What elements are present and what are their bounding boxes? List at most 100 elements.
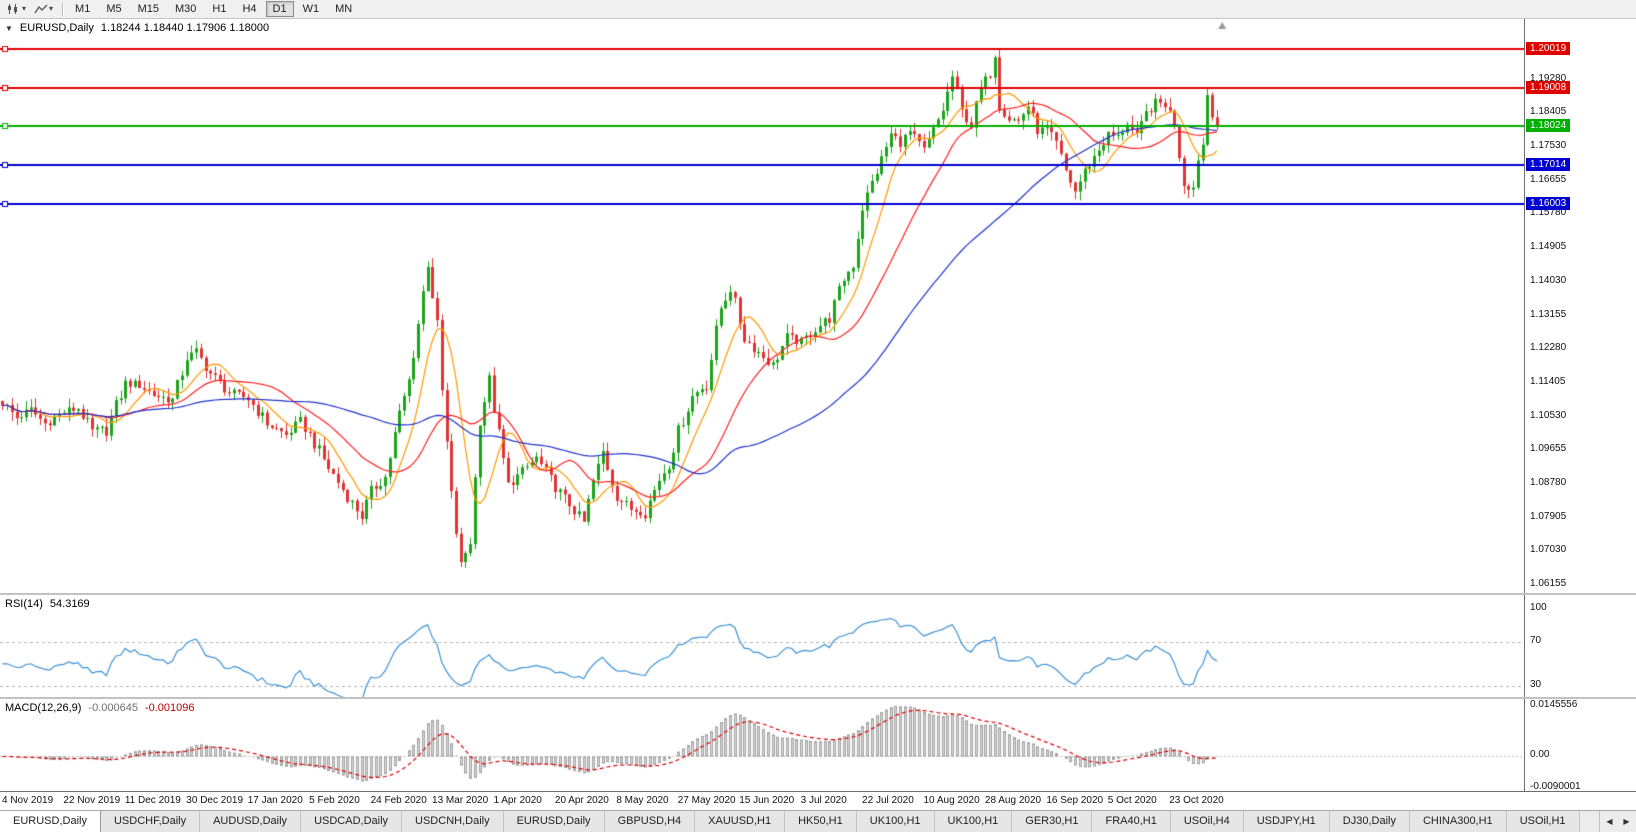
chart-tab[interactable]: GER30,H1 xyxy=(1012,811,1093,832)
price-chart-canvas[interactable] xyxy=(0,19,1524,593)
macd-tick-label: 0.00 xyxy=(1530,749,1550,761)
time-axis-label: 20 Apr 2020 xyxy=(554,795,609,806)
price-tick-label: 1.11405 xyxy=(1530,375,1566,387)
chart-tab[interactable]: USOil,H4 xyxy=(1170,811,1244,832)
price-tick-label: 1.16655 xyxy=(1530,173,1567,185)
macd-tick-label: -0.0090001 xyxy=(1530,781,1581,791)
chart-ohlc-values: 1.18244 1.18440 1.17906 1.18000 xyxy=(100,22,270,34)
timeframe-button-m5[interactable]: M5 xyxy=(99,1,128,17)
time-axis-label: 10 Aug 2020 xyxy=(923,795,980,806)
chart-tab[interactable]: CHINA300,H1 xyxy=(1409,811,1507,832)
price-line-label: 1.18024 xyxy=(1526,118,1571,132)
rsi-tick-label: 100 xyxy=(1530,602,1547,614)
timeframe-buttons-group: M1 M5 M15 M30 H1 H4 D1 W1 MN xyxy=(68,1,359,17)
chart-tab[interactable]: USDCHF,Daily xyxy=(100,811,201,832)
chart-tab-bar: EURUSD,Daily USDCHF,Daily AUDUSD,Daily USDC… xyxy=(0,810,1636,832)
chart-tab[interactable]: HK50,H1 xyxy=(785,811,857,832)
time-axis-label: 8 May 2020 xyxy=(616,795,669,806)
time-axis-label: 11 Dec 2019 xyxy=(124,795,181,806)
time-axis-label: 1 Apr 2020 xyxy=(493,795,542,806)
time-axis-label: 22 Jul 2020 xyxy=(862,795,914,806)
price-tick-label: 1.13155 xyxy=(1530,308,1567,320)
chart-tab[interactable]: USDJPY,H1 xyxy=(1243,811,1330,832)
price-tick-label: 1.06155 xyxy=(1530,578,1567,590)
timeframe-button-d1[interactable]: D1 xyxy=(265,1,294,17)
rsi-value-label: 54.3169 xyxy=(49,598,90,610)
macd-header: MACD(12,26,9) -0.000645 -0.001096 xyxy=(5,702,195,714)
chart-tab[interactable]: EURUSD,Daily xyxy=(503,811,605,832)
time-axis-label: 27 May 2020 xyxy=(677,795,736,806)
chart-template-dropdown-button[interactable]: ▾ xyxy=(30,1,57,17)
chart-tab[interactable]: UK100,H1 xyxy=(856,811,935,832)
macd-indicator-panel: MACD(12,26,9) -0.000645 -0.001096 0.0145… xyxy=(0,697,1636,791)
chart-tab[interactable]: GBPUSD,H4 xyxy=(604,811,696,832)
price-tick-label: 1.10530 xyxy=(1530,409,1567,421)
time-axis-label: 28 Aug 2020 xyxy=(984,795,1042,806)
macd-scale[interactable]: 0.0145556 0.00 -0.0090001 xyxy=(1524,699,1636,791)
macd-canvas[interactable] xyxy=(0,701,1524,791)
chart-tab[interactable]: FRA40,H1 xyxy=(1092,811,1171,832)
price-tick-label: 1.12280 xyxy=(1530,342,1567,354)
chevron-down-icon: ▾ xyxy=(49,4,54,13)
toolbar-separator xyxy=(62,2,64,16)
time-axis-label: 17 Jan 2020 xyxy=(247,795,303,806)
price-line-label: 1.17014 xyxy=(1526,157,1571,171)
time-axis-label: 13 Mar 2020 xyxy=(432,795,489,806)
macd-signal-value-label: -0.001096 xyxy=(144,702,195,714)
time-axis-label: 5 Oct 2020 xyxy=(1107,795,1157,806)
chart-tab[interactable]: AUDUSD,Daily xyxy=(200,811,302,832)
timeframe-button-h1[interactable]: H1 xyxy=(205,1,233,17)
chart-tab[interactable]: DJ30,Daily xyxy=(1329,811,1410,832)
timeframe-toolbar: ▾ ▾ M1 M5 M15 M30 H1 H4 D1 W1 MN xyxy=(0,0,1636,19)
chart-tab[interactable]: USDCNH,Daily xyxy=(402,811,504,832)
collapse-arrow-icon[interactable]: ▼ xyxy=(5,24,13,33)
main-chart-panel: ▼ EURUSD,Daily 1.18244 1.18440 1.17906 1… xyxy=(0,19,1636,593)
chart-tab[interactable]: XAUUSD,H1 xyxy=(695,811,786,832)
chart-tab[interactable]: USOil,H1 xyxy=(1506,811,1580,832)
macd-name-label: MACD(12,26,9) xyxy=(5,702,82,714)
price-line-label: 1.16003 xyxy=(1526,196,1571,210)
chevron-down-icon: ▾ xyxy=(22,4,27,13)
timeframe-button-m15[interactable]: M15 xyxy=(131,1,166,17)
price-tick-label: 1.07905 xyxy=(1530,510,1567,522)
tab-scroll-right-button[interactable]: ▶ xyxy=(1619,813,1634,830)
time-axis-label: 15 Jun 2020 xyxy=(739,795,795,806)
timeframe-button-mn[interactable]: MN xyxy=(328,1,359,17)
price-tick-label: 1.19280 xyxy=(1530,72,1567,84)
time-axis-label: 4 Nov 2019 xyxy=(2,795,54,806)
price-tick-label: 1.09655 xyxy=(1530,443,1567,455)
time-axis-label: 16 Sep 2020 xyxy=(1046,795,1104,806)
tab-scroll-arrows: ◀ ▶ xyxy=(1599,811,1636,832)
rsi-scale[interactable]: 100 70 30 xyxy=(1524,595,1636,697)
tab-scroll-left-button[interactable]: ◀ xyxy=(1602,813,1617,830)
chart-tab[interactable]: UK100,H1 xyxy=(934,811,1013,832)
price-tick-label: 1.18405 xyxy=(1530,106,1567,118)
price-scale[interactable]: 1.19280 1.18405 1.17530 1.16655 1.15780 1.149… xyxy=(1524,19,1636,593)
price-line-label: 1.19008 xyxy=(1526,81,1571,95)
chart-symbol-label: EURUSD,Daily xyxy=(19,22,94,34)
rsi-indicator-panel: RSI(14) 54.3169 100 70 30 xyxy=(0,593,1636,697)
timeframe-button-m1[interactable]: M1 xyxy=(68,1,97,17)
time-axis-label: 22 Nov 2019 xyxy=(63,795,121,806)
chart-tab[interactable]: EURUSD,Daily xyxy=(0,811,101,832)
line-chart-icon xyxy=(34,4,48,14)
timeframe-button-h4[interactable]: H4 xyxy=(235,1,263,17)
time-axis[interactable]: 4 Nov 2019 22 Nov 2019 11 Dec 2019 30 Dec 2… xyxy=(0,791,1636,810)
price-tick-label: 1.08780 xyxy=(1530,477,1567,489)
charts-dropdown-button[interactable]: ▾ xyxy=(3,1,30,17)
rsi-canvas[interactable] xyxy=(0,597,1524,697)
price-tick-label: 1.17530 xyxy=(1530,139,1567,151)
chart-tab[interactable]: USDCAD,Daily xyxy=(301,811,403,832)
price-line-label: 1.20019 xyxy=(1526,42,1571,56)
price-tick-label: 1.14905 xyxy=(1530,241,1567,253)
time-axis-label: 5 Feb 2020 xyxy=(309,795,360,806)
timeframe-button-w1[interactable]: W1 xyxy=(296,1,327,17)
price-tick-label: 1.15780 xyxy=(1530,207,1567,219)
time-axis-label: 24 Feb 2020 xyxy=(370,795,427,806)
chart-ohlc-header: ▼ EURUSD,Daily 1.18244 1.18440 1.17906 1… xyxy=(5,22,269,34)
rsi-name-label: RSI(14) xyxy=(5,598,43,610)
timeframe-button-m30[interactable]: M30 xyxy=(168,1,203,17)
time-axis-label: 30 Dec 2019 xyxy=(186,795,244,806)
price-tick-label: 1.14030 xyxy=(1530,274,1567,286)
